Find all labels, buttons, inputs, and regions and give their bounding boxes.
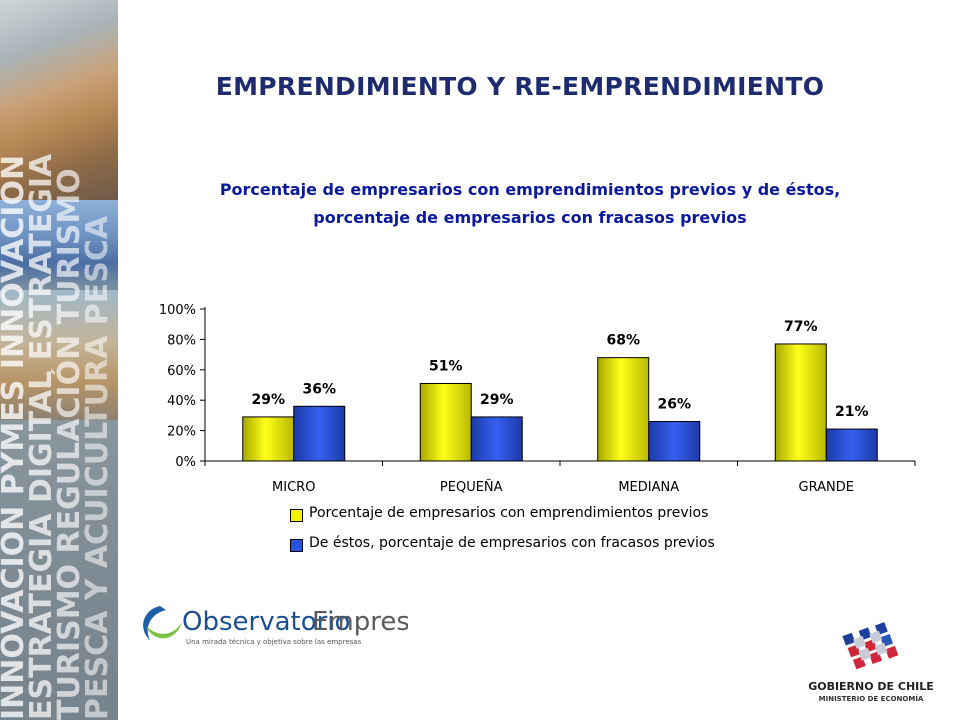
gobierno-square <box>858 647 872 661</box>
y-tick-label: 0% <box>175 455 196 470</box>
data-label: 29% <box>251 392 285 408</box>
data-label: 21% <box>835 404 869 420</box>
bar <box>825 428 878 462</box>
chart-title-line-2: porcentaje de empresarios con fracasos p… <box>313 208 747 227</box>
observatorio-swoosh-icon <box>143 606 166 640</box>
bar <box>242 416 295 462</box>
sidebar-word-4: PESCA Y ACUICULTURA PESCA <box>80 215 115 720</box>
landscape-photo <box>0 290 118 420</box>
y-tick-label: 60% <box>167 364 196 379</box>
x-tick-label: GRANDE <box>799 480 854 495</box>
sidebar-word-1: INNOVACIÓN PYMES INNOVACIÓN <box>0 155 31 720</box>
y-tick-label: 20% <box>167 425 196 440</box>
data-label: 77% <box>784 319 818 335</box>
bar <box>597 357 650 462</box>
y-tick-label: 80% <box>167 333 196 348</box>
data-label: 68% <box>606 333 640 349</box>
gobierno-square <box>885 645 899 659</box>
legend-label-emprendimientos: Porcentaje de empresarios con emprendimi… <box>309 505 709 521</box>
observatorio-tagline: Una mirada técnica y objetiva sobre las … <box>186 638 362 646</box>
chart-title-line-1: Porcentaje de empresarios con emprendimi… <box>219 180 841 199</box>
data-label: 26% <box>657 396 691 412</box>
observatorio-name-part2: Empresas <box>312 607 408 637</box>
slide-title: EMPRENDIMIENTO Y RE-EMPRENDIMIENTO <box>215 72 825 101</box>
gobierno-line2: MINISTERIO DE ECONOMÍA <box>819 694 924 703</box>
observatorio-empresas-logo: Observatorio Empresas Una mirada técnica… <box>143 606 408 646</box>
x-tick-label: MICRO <box>272 480 315 495</box>
factory-photo <box>0 0 118 200</box>
gobierno-line1: GOBIERNO DE CHILE <box>808 680 934 693</box>
observatorio-name-part1: Observatorio <box>182 607 350 637</box>
gobierno-square <box>853 635 866 649</box>
x-tick-label: PEQUEÑA <box>440 479 503 495</box>
legend-label-fracasos: De éstos, porcentaje de empresarios con … <box>309 535 715 551</box>
sidebar-word-2: ESTRATEGIA DIGITAL ESTRATEGIA <box>24 153 59 720</box>
data-label: 51% <box>429 358 463 374</box>
gobierno-de-chile-logo: GOBIERNO DE CHILE MINISTERIO DE ECONOMÍA <box>808 622 934 703</box>
bar <box>293 405 346 462</box>
data-label: 36% <box>302 381 336 397</box>
gobierno-square <box>874 642 888 656</box>
gobierno-squares-icon <box>842 622 899 670</box>
gobierno-square <box>842 632 856 646</box>
sidebar-words-graphic: INNOVACIÓN PYMES INNOVACIÓN ESTRATEGIA D… <box>0 153 115 720</box>
bar <box>419 382 472 462</box>
observatorio-swoosh-accent-icon <box>146 622 182 639</box>
bar <box>470 416 523 462</box>
bar <box>774 343 827 462</box>
x-tick-label: MEDIANA <box>618 480 679 495</box>
bar <box>648 420 701 462</box>
y-tick-label: 40% <box>167 394 196 409</box>
legend-swatch-yellow <box>290 509 303 522</box>
data-label: 29% <box>480 392 514 408</box>
chart-title: Porcentaje de empresarios con emprendimi… <box>200 176 860 232</box>
sidebar-word-3: TURISMO REGULACIÓN TURISMO <box>50 168 87 720</box>
gobierno-square <box>869 630 883 644</box>
sidebar-banner: INNOVACIÓN PYMES INNOVACIÓN ESTRATEGIA D… <box>0 0 118 720</box>
solar-panel-photo <box>0 200 118 290</box>
legend-swatch-blue <box>290 539 303 552</box>
bar-chart: 0% 20% 40% 60% 80% 100% MICRO 29% 36% PEQUEÑA 51% 2… <box>159 303 916 495</box>
text-band <box>0 420 118 720</box>
y-tick-label: 100% <box>159 303 196 318</box>
